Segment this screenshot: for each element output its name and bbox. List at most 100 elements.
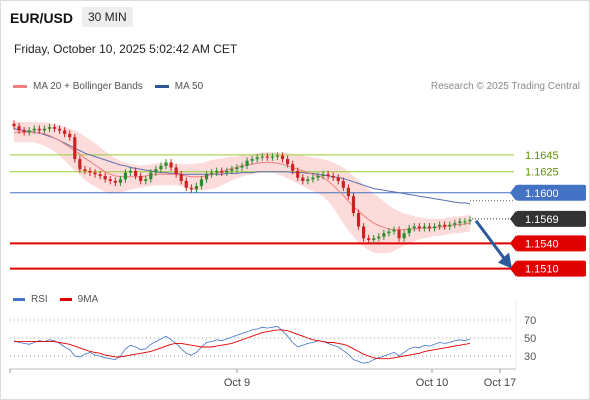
candle-body — [113, 181, 117, 183]
candle-body — [356, 213, 361, 227]
datetime-label: Friday, October 10, 2025 5:02:42 AM CET — [14, 42, 238, 56]
candle-body — [296, 170, 300, 178]
x-axis: Oct 9 Oct 10 Oct 17 — [9, 300, 517, 389]
candle-body — [220, 170, 224, 173]
forecast-arrow-head — [498, 252, 512, 269]
price-legend: MA 20 + Bollinger Bands MA 50 — [13, 81, 215, 92]
candle-body — [139, 175, 143, 181]
candle-body — [291, 164, 295, 171]
candle-body — [108, 179, 112, 181]
candle-body — [103, 175, 107, 180]
legend-ma20-swatch — [13, 85, 27, 88]
candle-body — [453, 223, 457, 225]
candle-body — [250, 159, 254, 161]
candle-body — [73, 137, 77, 160]
candle-body — [280, 155, 285, 160]
candle-body — [382, 233, 386, 237]
candle-body — [230, 169, 234, 171]
candle-body — [341, 181, 345, 188]
candle-body — [407, 228, 411, 234]
x-tick-label: Oct 10 — [416, 377, 448, 389]
candle-body — [22, 130, 26, 133]
candle-body — [88, 170, 92, 173]
candle-body — [78, 159, 82, 170]
candle-body — [144, 179, 148, 181]
candle-body — [336, 177, 340, 181]
candle-body — [326, 174, 330, 176]
candle-body — [123, 172, 128, 180]
candle-body — [47, 127, 52, 129]
rsi-panel: 70 50 30 — [10, 315, 536, 364]
candle-body — [159, 165, 163, 170]
candle-body — [311, 177, 315, 180]
candle-body — [331, 175, 335, 178]
candle-body — [204, 174, 209, 180]
candle-body — [372, 238, 376, 240]
candle-body — [463, 221, 467, 223]
candle-body — [255, 157, 259, 160]
x-tick-label: Oct 17 — [484, 377, 516, 389]
candle-body — [235, 167, 239, 170]
candle-body — [174, 167, 178, 175]
rsi-legend: RSI 9MA — [13, 294, 110, 305]
level-label-1.1645: 1.1645 — [525, 150, 559, 162]
level-tag-arrow-1.1600 — [510, 184, 516, 201]
candle-body — [316, 175, 320, 178]
candle-body — [387, 231, 391, 234]
level-tag-1.1540 — [516, 235, 586, 252]
candle-body — [149, 172, 153, 180]
candle-body — [32, 128, 36, 131]
legend-ma20-label: MA 20 + Bollinger Bands — [33, 81, 143, 92]
candle-body — [367, 238, 371, 240]
candle-body — [58, 128, 62, 131]
level-label-1.1540: 1.1540 — [525, 238, 559, 250]
candle-body — [199, 179, 204, 187]
candle-body — [17, 126, 21, 131]
timeframe-badge[interactable]: 30 MIN — [82, 7, 133, 27]
candle-body — [12, 123, 16, 127]
candle-body — [306, 179, 310, 181]
candle-body — [184, 181, 188, 188]
candle-body — [392, 229, 396, 232]
candle-body — [412, 226, 416, 229]
candle-body — [377, 236, 381, 239]
candle-body — [468, 219, 472, 222]
candle-body — [37, 128, 41, 131]
forecast-arrow-shaft — [474, 219, 507, 261]
legend-ma20: MA 20 + Bollinger Bands — [13, 81, 143, 92]
legend-ma50-swatch — [154, 85, 169, 88]
level-tag-1.1569 — [516, 210, 586, 227]
candle-body — [118, 179, 122, 183]
candle-body — [432, 226, 437, 229]
candle-body — [321, 174, 325, 176]
candle-body — [83, 169, 87, 171]
level-label-1.1600: 1.1600 — [525, 188, 559, 200]
candles — [12, 120, 472, 244]
x-tick-label: Oct 9 — [224, 377, 250, 389]
candle-body — [128, 170, 133, 173]
legend-rsi-swatch — [13, 298, 25, 301]
candle-body — [301, 177, 305, 181]
candle-body — [260, 156, 264, 158]
legend-ma50-label: MA 50 — [174, 81, 204, 92]
candle-body — [52, 127, 57, 129]
rsi-tick-30: 30 — [524, 351, 536, 363]
candle-body — [63, 130, 67, 134]
candle-body — [265, 156, 269, 158]
copyright-label: Research © 2025 Trading Central — [430, 81, 580, 92]
legend-9ma: 9MA — [59, 294, 98, 305]
rsi-9ma-line — [14, 329, 471, 360]
level-tag-arrow-1.1569 — [510, 210, 516, 227]
candle-body — [417, 226, 421, 229]
candle-body — [346, 187, 350, 197]
candle-body — [240, 165, 244, 168]
candle-body — [68, 133, 72, 138]
candle-body — [169, 162, 173, 168]
candle-body — [210, 172, 214, 175]
candle-body — [443, 224, 447, 227]
candle-body — [134, 170, 138, 176]
level-tag-arrow-1.1510 — [510, 260, 516, 277]
candle-body — [225, 170, 229, 173]
candle-body — [362, 226, 366, 239]
